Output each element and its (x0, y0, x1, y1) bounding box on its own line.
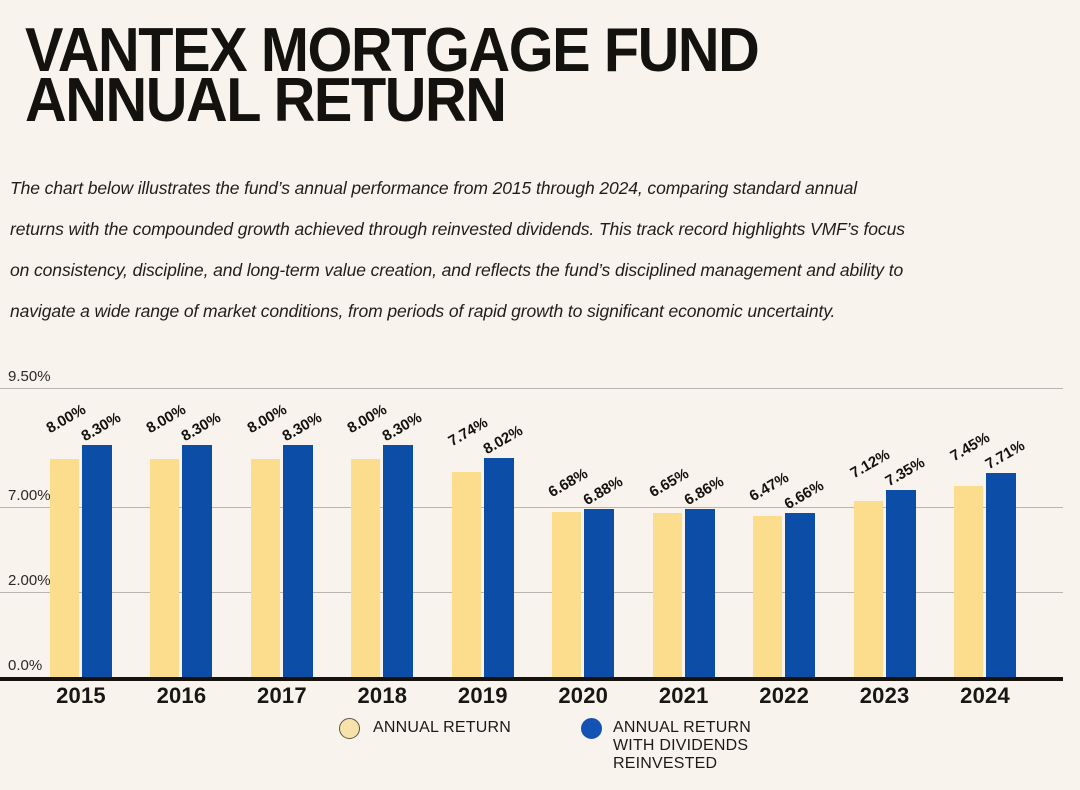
description-line: The chart below illustrates the fund’s a… (10, 178, 858, 198)
y-axis-tick-label: 0.0% (8, 657, 43, 674)
bar-annual-return-2020 (552, 512, 582, 677)
legend-label-dividends-reinvested: ANNUAL RETURN WITH DIVIDENDS REINVESTED (613, 719, 751, 773)
x-axis-label-2022: 2022 (759, 683, 810, 708)
description-paragraph: The chart below illustrates the fund’s a… (10, 168, 1080, 332)
x-axis-label-2024: 2024 (960, 683, 1010, 708)
legend-label-line: WITH DIVIDENDS (613, 737, 749, 754)
x-axis-label-2023: 2023 (859, 683, 910, 708)
legend-swatch-annual-return (339, 718, 360, 739)
y-gridline (0, 507, 1063, 508)
description-line: returns with the compounded growth achie… (10, 219, 905, 239)
bar-annual-return-2019 (451, 472, 481, 677)
bar-dividends-reinvested-2022 (785, 513, 816, 677)
bar-dividends-reinvested-2016 (182, 445, 213, 677)
x-axis-label-2016: 2016 (156, 683, 207, 708)
legend-label-line: REINVESTED (613, 755, 718, 772)
legend-label-line: ANNUAL RETURN (613, 719, 752, 736)
page-title-line2: ANNUAL RETURN (25, 66, 507, 135)
x-axis-label-2021: 2021 (658, 683, 709, 708)
bar-annual-return-2021 (652, 513, 682, 677)
x-axis-label-2019: 2019 (457, 683, 508, 708)
description-line: navigate a wide range of market conditio… (10, 301, 836, 321)
bar-annual-return-2024 (954, 486, 984, 677)
bar-dividends-reinvested-2019 (483, 458, 514, 677)
y-axis-tick-label: 9.50% (8, 368, 51, 385)
bar-annual-return-2017 (250, 459, 280, 677)
bar-dividends-reinvested-2021 (684, 509, 715, 677)
description-line: on consistency, discipline, and long-ter… (10, 260, 904, 280)
y-gridline (0, 388, 1063, 389)
bar-annual-return-2015 (50, 459, 79, 677)
bar-dividends-reinvested-2017 (282, 445, 313, 677)
x-axis-label-2018: 2018 (357, 683, 408, 708)
y-axis-tick-label: 2.00% (8, 572, 51, 589)
y-gridline (0, 592, 1063, 593)
bar-dividends-reinvested-2018 (383, 445, 414, 677)
bar-annual-return-2023 (853, 501, 883, 677)
y-axis-tick-label: 7.00% (8, 487, 51, 504)
legend-label-annual-return: ANNUAL RETURN (373, 719, 512, 736)
bar-dividends-reinvested-2015 (82, 445, 112, 677)
bar-annual-return-2018 (351, 459, 381, 677)
bar-annual-return-2022 (753, 516, 783, 677)
x-axis-label-2015: 2015 (56, 683, 106, 708)
bar-dividends-reinvested-2023 (885, 490, 916, 677)
bar-dividends-reinvested-2024 (986, 473, 1017, 677)
page-title-line1: VANTEX MORTGAGE FUND (25, 16, 760, 85)
x-axis-baseline (0, 677, 1063, 681)
page-title: VANTEX MORTGAGE FUND ANNUAL RETURN (25, 20, 760, 132)
legend-swatch-dividends-reinvested (581, 718, 602, 739)
bar-annual-return-2016 (150, 459, 180, 677)
x-axis-label-2020: 2020 (558, 683, 609, 708)
x-axis-label-2017: 2017 (257, 683, 307, 708)
bar-dividends-reinvested-2020 (584, 509, 615, 677)
